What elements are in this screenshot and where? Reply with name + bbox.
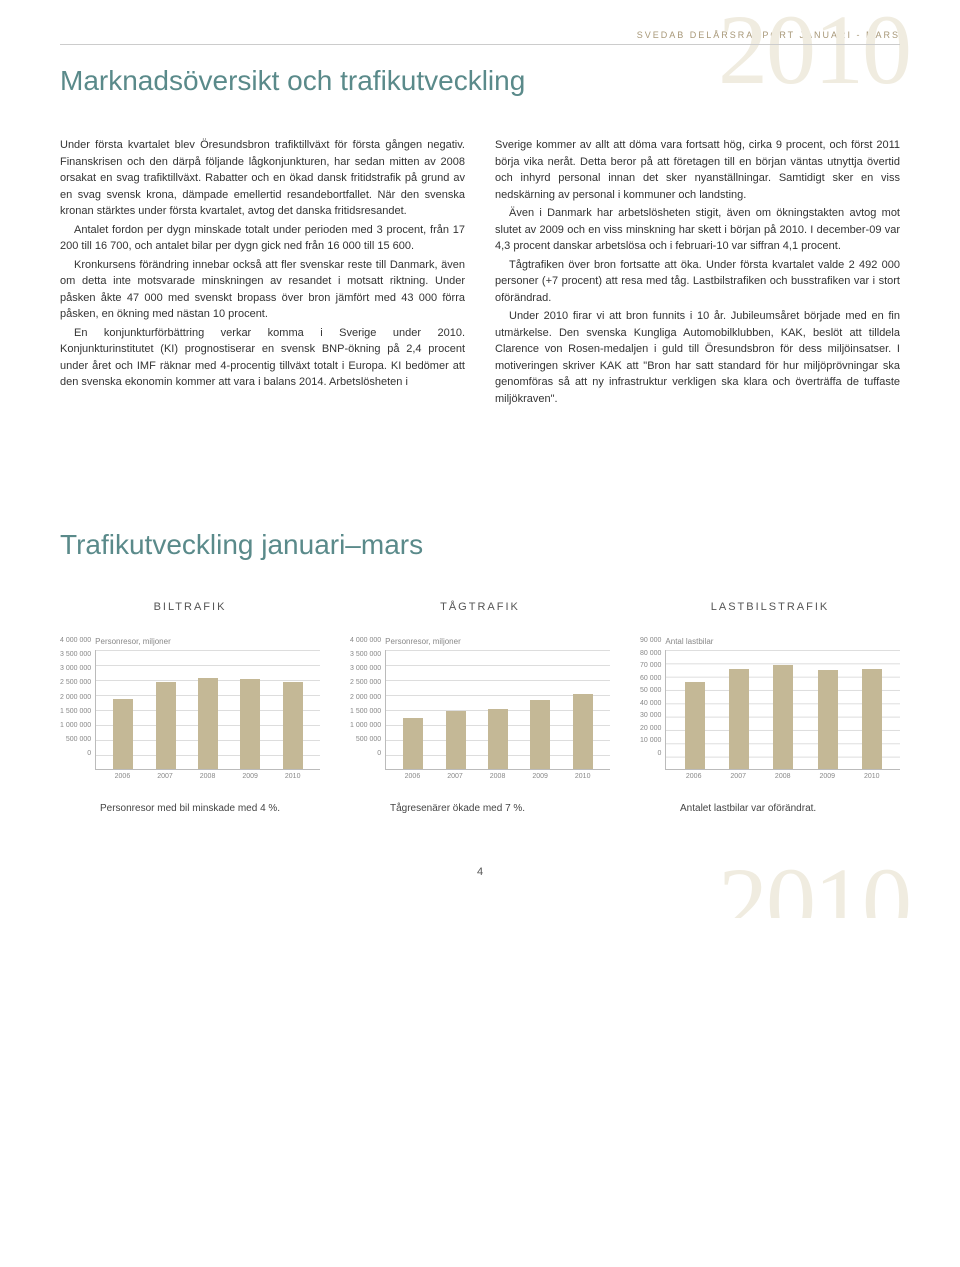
chart-bar xyxy=(530,700,550,769)
chart-bar xyxy=(685,682,705,769)
chart-bar xyxy=(488,709,508,769)
chart-bar xyxy=(729,669,749,769)
ytick-label: 1 000 000 xyxy=(350,722,381,729)
chart-plot xyxy=(385,650,610,770)
ytick-label: 60 000 xyxy=(640,675,661,682)
ytick-label: 30 000 xyxy=(640,712,661,719)
xtick-label: 2006 xyxy=(686,773,702,780)
ytick-label: 2 000 000 xyxy=(350,694,381,701)
ytick-label: 2 500 000 xyxy=(60,679,91,686)
page-number: 4 xyxy=(60,866,900,878)
ytick-label: 0 xyxy=(60,750,91,757)
ytick-label: 10 000 xyxy=(640,737,661,744)
body-paragraph: Under 2010 firar vi att bron funnits i 1… xyxy=(495,308,900,407)
xtick-label: 2008 xyxy=(490,773,506,780)
chart-bar xyxy=(818,670,838,769)
xtick-label: 2009 xyxy=(242,773,258,780)
ytick-label: 3 500 000 xyxy=(350,651,381,658)
ytick-label: 3 500 000 xyxy=(60,651,91,658)
chart-xaxis: 2006 2007 2008 2009 2010 xyxy=(385,770,610,780)
xtick-label: 2006 xyxy=(115,773,131,780)
chart-yaxis: 4 000 000 3 500 000 3 000 000 2 500 000 2 00… xyxy=(350,637,385,757)
chart-plot xyxy=(665,650,900,770)
top-divider xyxy=(60,44,900,45)
charts-row: BILTRAFIK 4 000 000 3 500 000 3 000 000 2 5… xyxy=(60,601,900,816)
chart-bar xyxy=(403,718,423,769)
body-right-column: Sverige kommer av allt att döma vara for… xyxy=(495,137,900,409)
xtick-label: 2008 xyxy=(200,773,216,780)
ytick-label: 1 500 000 xyxy=(60,708,91,715)
chart-bar xyxy=(773,665,793,769)
ytick-label: 0 xyxy=(640,750,661,757)
ytick-label: 0 xyxy=(350,750,381,757)
ytick-label: 3 000 000 xyxy=(350,665,381,672)
body-paragraph: Även i Danmark har arbetslösheten stigit… xyxy=(495,205,900,255)
body-paragraph: Sverige kommer av allt att döma vara for… xyxy=(495,137,900,203)
ytick-label: 50 000 xyxy=(640,687,661,694)
xtick-label: 2008 xyxy=(775,773,791,780)
chart-caption: Tågresenärer ökade med 7 %. xyxy=(350,802,610,816)
chart-xaxis: 2006 2007 2008 2009 2010 xyxy=(665,770,900,780)
chart-yaxis: 4 000 000 3 500 000 3 000 000 2 500 000 2 00… xyxy=(60,637,95,757)
chart-bar xyxy=(283,682,303,769)
chart-biltrafik: BILTRAFIK 4 000 000 3 500 000 3 000 000 2 5… xyxy=(60,601,320,816)
ytick-label: 80 000 xyxy=(640,650,661,657)
xtick-label: 2009 xyxy=(819,773,835,780)
chart-caption: Personresor med bil minskade med 4 %. xyxy=(60,802,320,816)
ytick-label: 90 000 xyxy=(640,637,661,644)
chart-bar xyxy=(156,682,176,769)
ytick-label: 2 500 000 xyxy=(350,679,381,686)
chart-bar xyxy=(113,699,133,770)
body-left-column: Under första kvartalet blev Öresundsbron… xyxy=(60,137,465,409)
body-paragraph: Kronkursens förändring innebar också att… xyxy=(60,257,465,323)
body-paragraph: En konjunkturförbättring verkar komma i … xyxy=(60,325,465,391)
ytick-label: 40 000 xyxy=(640,700,661,707)
chart-title: BILTRAFIK xyxy=(60,601,320,613)
chart-bar xyxy=(446,711,466,770)
body-paragraph: Antalet fordon per dygn minskade totalt … xyxy=(60,222,465,255)
ytick-label: 70 000 xyxy=(640,662,661,669)
xtick-label: 2007 xyxy=(730,773,746,780)
xtick-label: 2010 xyxy=(864,773,880,780)
body-paragraph: Tågtrafiken över bron fortsatte att öka.… xyxy=(495,257,900,307)
xtick-label: 2010 xyxy=(575,773,591,780)
chart-title: TÅGTRAFIK xyxy=(350,601,610,613)
chart-subtitle: Antal lastbilar xyxy=(665,637,900,646)
chart-subtitle: Personresor, miljoner xyxy=(385,637,610,646)
chart-bar xyxy=(862,669,882,769)
chart-yaxis: 90 000 80 000 70 000 60 000 50 000 40 000 30 0… xyxy=(640,637,665,757)
ytick-label: 500 000 xyxy=(350,736,381,743)
xtick-label: 2007 xyxy=(447,773,463,780)
body-columns: Under första kvartalet blev Öresundsbron… xyxy=(60,137,900,409)
ytick-label: 4 000 000 xyxy=(60,637,91,644)
ytick-label: 3 000 000 xyxy=(60,665,91,672)
xtick-label: 2006 xyxy=(405,773,421,780)
ytick-label: 2 000 000 xyxy=(60,694,91,701)
chart-tagtrafik: TÅGTRAFIK 4 000 000 3 500 000 3 000 000 2 5… xyxy=(350,601,610,816)
ytick-label: 500 000 xyxy=(60,736,91,743)
chart-lastbilstrafik: LASTBILSTRAFIK 90 000 80 000 70 000 60 000 5… xyxy=(640,601,900,816)
ytick-label: 1 000 000 xyxy=(60,722,91,729)
chart-subtitle: Personresor, miljoner xyxy=(95,637,320,646)
body-paragraph: Under första kvartalet blev Öresundsbron… xyxy=(60,137,465,220)
ytick-label: 1 500 000 xyxy=(350,708,381,715)
section-title: Trafikutveckling januari–mars xyxy=(60,529,900,561)
main-title: Marknadsöversikt och trafikutveckling xyxy=(60,65,900,97)
xtick-label: 2009 xyxy=(532,773,548,780)
xtick-label: 2010 xyxy=(285,773,301,780)
chart-bar xyxy=(573,694,593,769)
ytick-label: 20 000 xyxy=(640,725,661,732)
chart-bar xyxy=(240,679,260,769)
chart-title: LASTBILSTRAFIK xyxy=(640,601,900,613)
chart-xaxis: 2006 2007 2008 2009 2010 xyxy=(95,770,320,780)
chart-plot xyxy=(95,650,320,770)
xtick-label: 2007 xyxy=(157,773,173,780)
ytick-label: 4 000 000 xyxy=(350,637,381,644)
chart-caption: Antalet lastbilar var oförändrat. xyxy=(640,802,900,816)
chart-bar xyxy=(198,678,218,770)
